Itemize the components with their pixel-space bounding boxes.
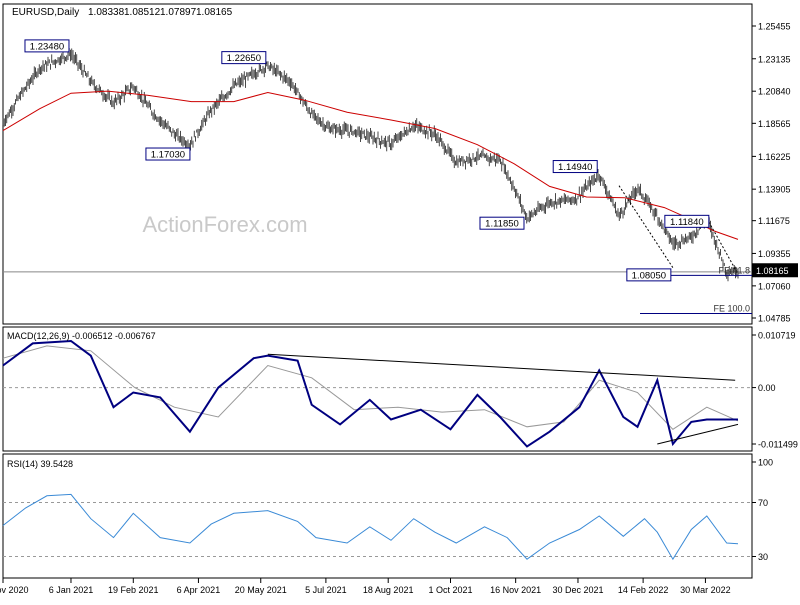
price-y-tick-label: 1.16225	[758, 152, 791, 162]
current-price-badge	[752, 263, 798, 278]
macd-resistance-trendline	[267, 353, 736, 381]
macd-signal-line	[2, 345, 739, 430]
watermark: ActionForex.com	[142, 212, 307, 237]
ohlc-close: 1.08165	[196, 7, 233, 18]
price-annotation-box	[24, 39, 70, 53]
rsi-y-tick-label: 30	[758, 552, 768, 562]
macd-panel-frame	[2, 326, 753, 452]
x-tick-label: 19 Nov 2020	[0, 585, 29, 595]
symbol-header: EURUSD,Daily	[12, 7, 79, 18]
macd-y-tick-label: 0.010719	[758, 331, 796, 341]
macd-y-tick-label: 0.00	[758, 383, 776, 393]
price-annotation-label: 1.22650	[227, 53, 261, 64]
x-tick-label: 6 Jan 2021	[49, 585, 94, 595]
macd-support-trendline	[657, 423, 739, 445]
x-tick-label: 19 Feb 2021	[108, 585, 159, 595]
price-y-tick-label: 1.07060	[758, 281, 791, 291]
rsi-panel-frame	[2, 453, 753, 579]
price-y-tick-label: 1.04785	[758, 314, 791, 324]
price-annotation-label: 1.11850	[485, 219, 519, 230]
price-annotation-box	[552, 160, 598, 174]
x-tick-label: 30 Mar 2022	[680, 585, 731, 595]
macd-panel-label: MACD(12,26,9) -0.006512 -0.006767	[7, 331, 156, 341]
price-y-tick-label: 1.13905	[758, 185, 791, 195]
fibo-label: FE 61.8	[718, 265, 750, 275]
rsi-panel-label: RSI(14) 39.5428	[7, 459, 73, 469]
macd-y-tick-label: -0.011499	[758, 440, 798, 450]
x-tick-label: 18 Aug 2021	[363, 585, 414, 595]
x-tick-label: 1 Oct 2021	[428, 585, 472, 595]
price-y-tick-label: 1.25455	[758, 22, 791, 32]
macd-line	[2, 339, 738, 448]
price-annotation-box	[479, 216, 525, 230]
rsi-line	[2, 493, 739, 561]
x-tick-label: 20 May 2021	[235, 585, 287, 595]
rsi-y-tick-label: 70	[758, 498, 768, 508]
price-y-tick-label: 1.11675	[758, 216, 790, 226]
price-annotation-box	[221, 51, 267, 65]
price-annotation-label: 1.14940	[558, 162, 592, 173]
moving-average-line	[2, 90, 739, 240]
price-y-tick-label: 1.23135	[758, 54, 791, 64]
price-y-tick-label: 1.18565	[758, 119, 791, 129]
x-tick-label: 5 Jul 2021	[305, 585, 347, 595]
fibo-label: FE 100.0	[713, 304, 750, 314]
price-annotation-label: 1.11840	[670, 217, 704, 228]
x-tick-label: 14 Feb 2022	[618, 585, 669, 595]
dotted-trendline	[618, 185, 674, 268]
x-tick-label: 16 Nov 2021	[490, 585, 541, 595]
x-tick-label: 30 Dec 2021	[552, 585, 603, 595]
x-tick-label: 6 Apr 2021	[177, 585, 221, 595]
dotted-trendline-2	[706, 218, 739, 275]
price-annotation-box	[664, 214, 710, 228]
price-annotation-box	[145, 147, 191, 161]
price-annotation-label: 1.17030	[151, 150, 185, 161]
price-annotation-label: 1.23480	[30, 41, 64, 52]
price-annotation-box	[626, 268, 672, 282]
ohlc-open: 1.08338	[88, 7, 125, 18]
current-price-label: 1.08165	[756, 266, 789, 276]
rsi-y-tick-label: 100	[758, 458, 773, 468]
price-y-tick-label: 1.09355	[758, 249, 791, 259]
ohlc-low: 1.07897	[160, 7, 197, 18]
price-y-tick-label: 1.20840	[758, 87, 791, 97]
price-annotation-label: 1.08050	[632, 270, 666, 281]
ohlc-high: 1.08512	[124, 7, 161, 18]
